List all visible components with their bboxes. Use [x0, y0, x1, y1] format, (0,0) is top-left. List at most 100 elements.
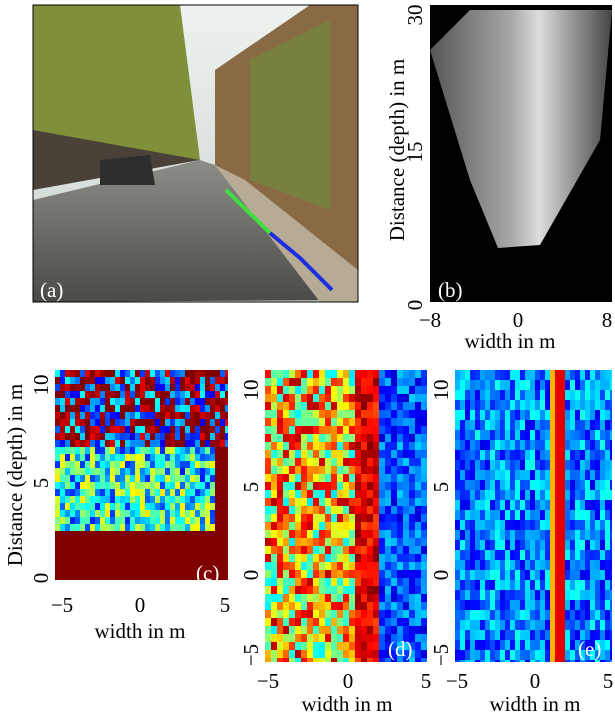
heatmap-cell	[470, 620, 475, 630]
heatmap-cell	[319, 562, 325, 570]
heatmap-cell	[590, 550, 595, 560]
heatmap-cell	[570, 660, 575, 662]
heatmap-cell	[325, 562, 331, 570]
heatmap-cell	[530, 590, 535, 600]
heatmap-cell	[90, 426, 95, 433]
heatmap-cell	[480, 620, 485, 630]
heatmap-cell	[490, 520, 495, 530]
heatmap-cell	[379, 386, 385, 394]
heatmap-cell	[391, 442, 397, 450]
heatmap-cell	[60, 433, 65, 440]
heatmap-cell	[195, 440, 200, 447]
heatmap-cell	[530, 610, 535, 620]
heatmap-cell	[397, 498, 403, 506]
heatmap-cell	[110, 482, 115, 489]
heatmap-cell	[180, 503, 185, 510]
heatmap-cell	[545, 520, 550, 530]
heatmap-cell	[367, 642, 373, 650]
heatmap-cell	[301, 610, 307, 618]
x-tick-label: 5	[603, 669, 614, 693]
heatmap-cell	[100, 510, 105, 517]
heatmap-cell	[421, 586, 427, 594]
heatmap-cell	[75, 440, 80, 447]
heatmap-cell	[155, 405, 160, 412]
heatmap-cell	[100, 377, 105, 384]
heatmap-cell	[271, 522, 277, 530]
heatmap-cell	[575, 550, 580, 560]
heatmap-cell	[555, 570, 560, 580]
heatmap-cell	[545, 600, 550, 610]
heatmap-cell	[343, 538, 349, 546]
heatmap-cell	[301, 634, 307, 642]
heatmap-cell	[575, 580, 580, 590]
heatmap-cell	[301, 522, 307, 530]
heatmap-cell	[595, 410, 600, 420]
heatmap-cell	[520, 370, 525, 380]
heatmap-cell	[465, 580, 470, 590]
heatmap-cell	[283, 506, 289, 514]
heatmap-cell	[570, 470, 575, 480]
heatmap-cell	[80, 412, 85, 419]
heatmap-cell	[580, 550, 585, 560]
heatmap-cell	[110, 503, 115, 510]
heatmap-cell	[373, 586, 379, 594]
heatmap-cell	[361, 546, 367, 554]
heatmap-cell	[175, 496, 180, 503]
heatmap-cell	[545, 550, 550, 560]
heatmap-cell	[205, 461, 210, 468]
heatmap-cell	[75, 370, 80, 377]
heatmap-cell	[530, 420, 535, 430]
heatmap-cell	[325, 538, 331, 546]
heatmap-cell	[277, 506, 283, 514]
heatmap-cell	[331, 650, 337, 658]
heatmap-cell	[570, 430, 575, 440]
heatmap-cell	[540, 500, 545, 510]
heatmap-cell	[475, 520, 480, 530]
heatmap-cell	[550, 650, 555, 660]
heatmap-cell	[210, 517, 215, 524]
heatmap-cell	[301, 570, 307, 578]
heatmap-cell	[331, 410, 337, 418]
heatmap-cell	[307, 610, 313, 618]
heatmap-cell	[391, 482, 397, 490]
heatmap-cell	[555, 650, 560, 660]
heatmap-cell	[70, 524, 75, 531]
heatmap-cell	[480, 390, 485, 400]
heatmap-cell	[301, 402, 307, 410]
heatmap-cell	[470, 550, 475, 560]
heatmap-cell	[570, 510, 575, 520]
heatmap-cell	[289, 378, 295, 386]
heatmap-cell	[373, 610, 379, 618]
heatmap-cell	[215, 426, 220, 433]
heatmap-cell	[585, 440, 590, 450]
heatmap-cell	[185, 433, 190, 440]
heatmap-cell	[120, 482, 125, 489]
heatmap-cell	[307, 466, 313, 474]
heatmap-cell	[421, 642, 427, 650]
heatmap-cell	[391, 434, 397, 442]
heatmap-cell	[331, 530, 337, 538]
heatmap-cell	[175, 482, 180, 489]
heatmap-cell	[295, 426, 301, 434]
heatmap-cell	[475, 480, 480, 490]
heatmap-cell	[379, 514, 385, 522]
heatmap-cell	[490, 430, 495, 440]
heatmap-cell	[505, 600, 510, 610]
heatmap-cell	[115, 517, 120, 524]
heatmap-cell	[165, 503, 170, 510]
heatmap-cell	[397, 370, 403, 378]
heatmap-cell	[180, 461, 185, 468]
heatmap-cell	[475, 540, 480, 550]
heatmap-cell	[455, 400, 460, 410]
heatmap-cell	[307, 522, 313, 530]
heatmap-cell	[349, 466, 355, 474]
heatmap-cell	[495, 400, 500, 410]
heatmap-cell	[385, 610, 391, 618]
heatmap-cell	[500, 530, 505, 540]
heatmap-cell	[205, 468, 210, 475]
heatmap-cell	[475, 390, 480, 400]
heatmap-cell	[307, 626, 313, 634]
heatmap-cell	[575, 590, 580, 600]
heatmap-cell	[391, 402, 397, 410]
heatmap-cell	[421, 610, 427, 618]
